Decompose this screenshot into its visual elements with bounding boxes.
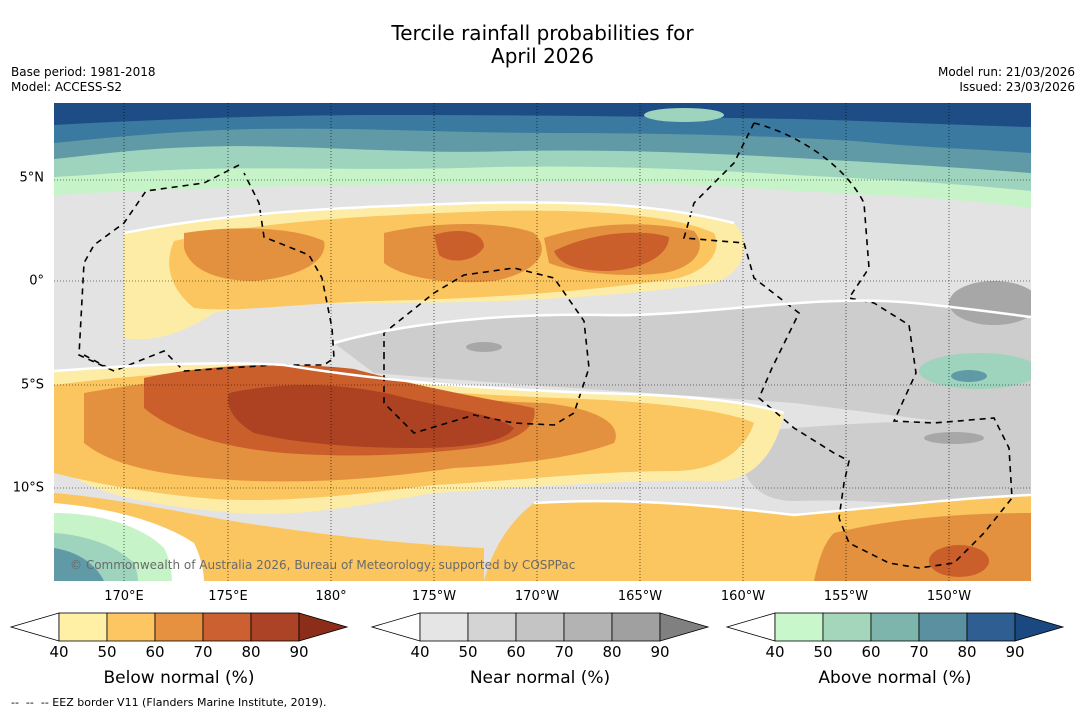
colorbar-above-title: Above normal (%) [818, 668, 972, 688]
cb-below-arrow-max [298, 612, 349, 642]
meta-right: Model run: 21/03/2026 Issued: 23/03/2026 [938, 65, 1075, 95]
cb-below-tick-80: 80 [241, 643, 261, 661]
cb-near-seg-80 [611, 612, 661, 642]
colorbar-above [725, 612, 1065, 642]
cb-above-seg-50 [822, 612, 872, 642]
below-normal-north-60c [184, 228, 325, 281]
base-period: Base period: 1981-2018 [11, 65, 156, 79]
cb-below-tick-40: 40 [49, 643, 69, 661]
cb-below-tick-50: 50 [97, 643, 117, 661]
cb-above-tick-60: 60 [861, 643, 881, 661]
above-normal-southwest-60 [54, 548, 104, 581]
cb-near-seg-70 [563, 612, 613, 642]
lon-label-160w: 160°W [720, 589, 766, 604]
colorbars [9, 612, 1065, 642]
cb-near-tick-60: 60 [506, 643, 526, 661]
cb-below-seg-50 [106, 612, 156, 642]
cb-above-seg-70 [918, 612, 968, 642]
cb-above-tick-90: 90 [1005, 643, 1025, 661]
contour-outlines [54, 201, 1031, 517]
cb-below-tick-90: 90 [289, 643, 309, 661]
cb-near-seg-50 [467, 612, 517, 642]
eez-southern-line [753, 122, 1013, 569]
issued-date: Issued: 23/03/2026 [959, 80, 1075, 94]
cb-below-seg-80 [250, 612, 300, 642]
cb-below-seg-40 [58, 612, 108, 642]
cb-below-seg-70 [202, 612, 252, 642]
above-normal-east-core [951, 370, 987, 382]
cb-near-seg-40 [419, 612, 469, 642]
cb-near-seg-60 [515, 612, 565, 642]
title-line-1: Tercile rainfall probabilities for [391, 21, 694, 45]
lon-label-180: 180° [315, 589, 347, 604]
cb-near-tick-80: 80 [602, 643, 622, 661]
cb-below-seg-60 [154, 612, 204, 642]
below-normal-north-70a [554, 232, 669, 271]
eez-line-islands [682, 122, 850, 519]
near-normal-dark-patch-2 [466, 342, 502, 352]
model-run: Model run: 21/03/2026 [937, 65, 1075, 79]
graticule [54, 103, 1031, 581]
lon-label-170e: 170°E [104, 589, 144, 604]
lat-label-0: 0° [29, 273, 44, 289]
near-normal-band [334, 300, 1031, 433]
cb-near-arrow-max [659, 612, 710, 642]
cb-near-arrow-min [370, 612, 421, 642]
colorbar-below [9, 612, 349, 642]
eez-legend-note: -- -- -- EEZ border V11 (Flanders Marine… [11, 696, 327, 709]
copyright-notice: © Commonwealth of Australia 2026, Bureau… [70, 558, 576, 572]
contour-line-2 [54, 362, 785, 415]
cb-above-seg-40 [774, 612, 824, 642]
below-normal-north-70b [434, 231, 484, 261]
model-name: Model: ACCESS-S2 [11, 80, 123, 94]
map-title: Tercile rainfall probabilities for April… [0, 22, 1085, 68]
lon-label-165w: 165°W [617, 589, 663, 604]
lat-label-10s: 10°S [12, 480, 44, 496]
meta-left: Base period: 1981-2018 Model: ACCESS-S2 [11, 65, 156, 95]
cb-above-tick-70: 70 [909, 643, 929, 661]
cb-below-arrow-min [9, 612, 60, 642]
cb-above-seg-80 [966, 612, 1016, 642]
cb-near-tick-90: 90 [650, 643, 670, 661]
below-normal-southeast-70 [929, 545, 989, 577]
colorbar-near [370, 612, 710, 642]
cb-near-tick-70: 70 [554, 643, 574, 661]
cb-above-arrow-min [725, 612, 776, 642]
cb-above-tick-40: 40 [765, 643, 785, 661]
colorbar-near-title: Near normal (%) [469, 668, 611, 688]
cb-near-tick-50: 50 [458, 643, 478, 661]
lon-label-150w: 150°W [926, 589, 972, 604]
title-line-2: April 2026 [491, 44, 594, 68]
contour-line-3 [333, 299, 1031, 345]
above-normal-north-80 [54, 103, 1031, 127]
contour-line-1 [123, 201, 735, 235]
rainfall-map [54, 103, 1031, 581]
lon-label-175e: 175°E [208, 589, 248, 604]
above-normal-patch [644, 108, 724, 122]
cb-above-arrow-max [1014, 612, 1065, 642]
contour-line-4 [533, 493, 1031, 517]
cb-below-tick-70: 70 [193, 643, 213, 661]
lat-label-5n: 5°N [19, 170, 45, 186]
below-normal-south-80 [228, 384, 515, 448]
eez-segment [83, 354, 115, 372]
cb-near-tick-40: 40 [410, 643, 430, 661]
lat-label-5s: 5°S [20, 377, 44, 393]
cb-above-tick-50: 50 [813, 643, 833, 661]
cb-above-seg-60 [870, 612, 920, 642]
lon-label-175w: 175°W [411, 589, 457, 604]
colorbar-below-title: Below normal (%) [103, 668, 255, 688]
lon-label-170w: 170°W [514, 589, 560, 604]
lon-label-155w: 155°W [823, 589, 869, 604]
cb-above-tick-80: 80 [957, 643, 977, 661]
near-normal-dark-patch-3 [924, 432, 984, 444]
cb-below-tick-60: 60 [145, 643, 165, 661]
